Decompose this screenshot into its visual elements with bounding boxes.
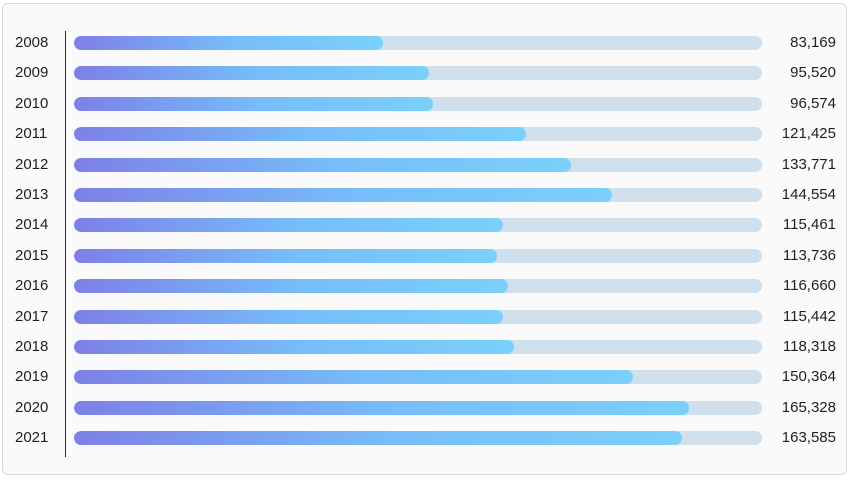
bar-row: 2019 150,364 xyxy=(3,367,848,387)
bar-row: 2018 118,318 xyxy=(3,337,848,357)
bar-row: 2015 113,736 xyxy=(3,246,848,266)
bar-track xyxy=(74,248,762,263)
value-label: 116,660 xyxy=(782,277,836,295)
bar-track xyxy=(74,66,762,81)
bar-row: 2014 115,461 xyxy=(3,215,848,235)
category-label: 2015 xyxy=(15,246,49,264)
bar xyxy=(74,157,572,172)
bar xyxy=(74,340,514,354)
value-label: 113,736 xyxy=(782,246,836,264)
value-label: 115,461 xyxy=(782,216,836,234)
bar-track xyxy=(74,218,762,233)
bar-row: 2016 116,660 xyxy=(3,276,848,296)
value-label: 163,585 xyxy=(781,429,836,447)
category-label: 2020 xyxy=(15,398,49,416)
bar xyxy=(74,279,508,294)
category-label: 2008 xyxy=(15,34,49,51)
bar xyxy=(74,127,526,142)
value-label: 121,425 xyxy=(781,125,836,143)
bar-row: 2020 165,328 xyxy=(3,398,848,418)
bar-track xyxy=(74,157,762,172)
bar-track xyxy=(74,400,762,415)
value-label: 144,554 xyxy=(781,186,836,203)
value-label: 83,169 xyxy=(790,34,836,51)
bar xyxy=(74,188,612,202)
bar-track xyxy=(74,96,762,111)
bar-track xyxy=(74,340,762,354)
category-label: 2021 xyxy=(15,429,49,447)
bar-row: 2017 115,442 xyxy=(3,307,848,327)
bar-track xyxy=(74,370,762,385)
bar xyxy=(74,218,504,233)
chart-card: 2008 83,169 2009 95,520 2010 96,574 2011 121,42… xyxy=(2,3,847,475)
category-label: 2017 xyxy=(15,307,49,325)
value-label: 118,318 xyxy=(782,338,836,355)
bar xyxy=(74,36,384,50)
value-label: 95,520 xyxy=(790,64,836,82)
value-label: 115,442 xyxy=(782,307,836,325)
bar-track xyxy=(74,36,762,50)
bar xyxy=(74,96,434,111)
bar xyxy=(74,66,430,81)
bar xyxy=(74,370,634,385)
bar-row: 2010 96,574 xyxy=(3,94,848,114)
bar-row: 2021 163,585 xyxy=(3,428,848,448)
bar-track xyxy=(74,431,762,446)
category-label: 2012 xyxy=(15,155,49,173)
value-label: 150,364 xyxy=(781,368,836,386)
bar-row: 2013 144,554 xyxy=(3,185,848,205)
bar-track xyxy=(74,188,762,202)
category-label: 2011 xyxy=(15,125,48,143)
category-label: 2014 xyxy=(15,216,49,234)
bar-row: 2009 95,520 xyxy=(3,63,848,83)
value-label: 165,328 xyxy=(781,398,836,416)
bar-track xyxy=(74,309,762,324)
bar-row: 2011 121,425 xyxy=(3,124,848,144)
value-label: 96,574 xyxy=(790,94,836,112)
category-label: 2016 xyxy=(15,277,49,295)
bar xyxy=(74,309,504,324)
category-axis-line xyxy=(65,31,66,457)
bar-track xyxy=(74,127,762,142)
category-label: 2019 xyxy=(15,368,49,386)
category-label: 2013 xyxy=(15,186,49,203)
bar-row: 2012 133,771 xyxy=(3,155,848,175)
category-label: 2018 xyxy=(15,338,49,355)
bar xyxy=(74,400,689,415)
bar xyxy=(74,431,683,446)
bar-row: 2008 83,169 xyxy=(3,33,848,53)
bar-track xyxy=(74,279,762,294)
category-label: 2009 xyxy=(15,64,49,82)
category-label: 2010 xyxy=(15,94,49,112)
value-label: 133,771 xyxy=(781,155,836,173)
bar xyxy=(74,248,497,263)
